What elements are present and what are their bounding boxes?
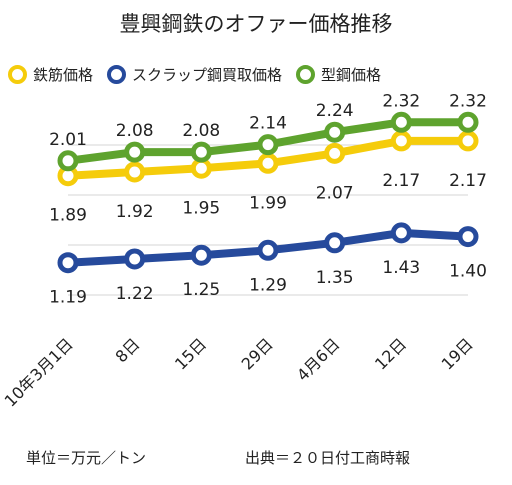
data-label: 2.32: [382, 91, 420, 111]
legend-item-scrap: スクラップ鋼買取価格: [107, 64, 282, 85]
legend-label: 鉄筋価格: [33, 66, 94, 84]
data-label: 1.29: [249, 275, 287, 295]
x-tick-label: 8日: [112, 334, 144, 366]
x-tick-label: 10年3月1日: [1, 334, 77, 410]
data-label: 2.01: [49, 130, 87, 150]
data-point: [57, 150, 79, 172]
data-point: [257, 134, 279, 156]
data-label: 1.95: [182, 198, 220, 218]
data-point: [257, 152, 279, 174]
x-tick-label: 29日: [238, 334, 277, 373]
chart-legend: 鉄筋価格 スクラップ鋼買取価格 型鋼価格: [8, 64, 508, 85]
x-tick-label: 15日: [171, 334, 210, 373]
data-label: 2.08: [182, 121, 220, 141]
data-label: 1.35: [316, 268, 354, 288]
legend-marker-icon: [8, 65, 27, 84]
data-label: 2.24: [316, 101, 354, 121]
x-tick-label: 19日: [438, 334, 477, 373]
legend-marker-icon: [107, 65, 127, 84]
data-point: [390, 130, 412, 152]
data-point: [324, 142, 346, 164]
data-point: [457, 111, 479, 133]
data-label: 1.22: [116, 284, 154, 304]
data-label: 2.32: [449, 91, 487, 111]
chart-title: 豊興鋼鉄のオファー価格推移: [119, 12, 393, 36]
data-label: 1.25: [182, 280, 220, 300]
data-label: 1.99: [249, 193, 287, 213]
data-label: 2.07: [316, 183, 354, 203]
x-tick-label: 12日: [371, 334, 410, 373]
legend-label: 型鋼価格: [321, 66, 382, 84]
legend-item-rebar: 鉄筋価格: [8, 64, 93, 85]
data-point: [257, 239, 279, 261]
data-point: [124, 248, 146, 270]
source-note: 出典＝２０日付工商時報: [245, 449, 411, 467]
data-point: [57, 252, 79, 274]
data-label: 2.17: [449, 171, 487, 191]
data-point: [190, 157, 212, 179]
unit-note: 単位＝万元／トン: [26, 449, 147, 467]
data-point: [324, 232, 346, 254]
data-point: [124, 161, 146, 183]
data-label: 1.43: [382, 258, 420, 278]
legend-marker-icon: [296, 65, 316, 84]
legend-label: スクラップ鋼買取価格: [132, 66, 283, 84]
data-label: 2.17: [382, 171, 420, 191]
data-label: 1.40: [449, 262, 487, 282]
data-point: [457, 130, 479, 152]
data-label: 1.92: [116, 202, 154, 222]
data-label: 1.89: [49, 206, 87, 226]
data-point: [190, 244, 212, 266]
data-label: 1.19: [49, 288, 87, 308]
legend-item-section-steel: 型鋼価格: [296, 64, 381, 85]
data-point: [390, 111, 412, 133]
data-point: [390, 222, 412, 244]
data-point: [324, 121, 346, 143]
data-label: 2.14: [249, 114, 287, 134]
data-point: [190, 141, 212, 163]
data-label: 2.08: [116, 121, 154, 141]
data-point: [457, 226, 479, 248]
x-tick-label: 4月6日: [293, 334, 343, 384]
data-point: [124, 141, 146, 163]
